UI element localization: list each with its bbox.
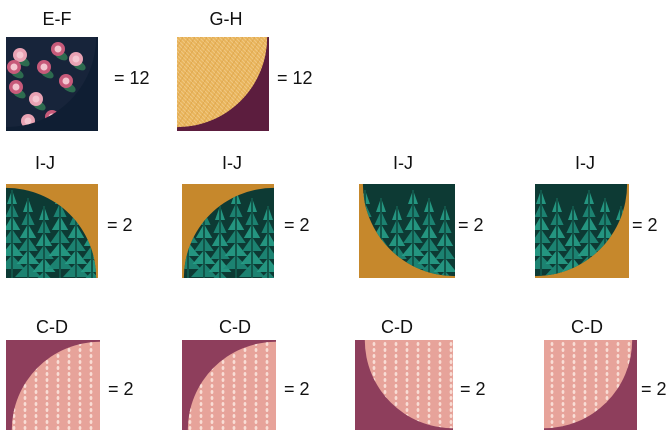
quarter-circle (535, 184, 628, 277)
block-label: E-F (42, 9, 72, 29)
quilt-block (6, 37, 98, 131)
block-count: = 2 (460, 379, 486, 399)
block-label: C-D (571, 317, 603, 337)
block-label: G-H (209, 9, 243, 29)
block-count: = 2 (107, 215, 133, 235)
block-count: = 12 (114, 68, 150, 88)
quilt-block (359, 184, 455, 278)
quarter-circle (177, 37, 268, 128)
quilt-block (182, 184, 274, 278)
block-label: I-J (35, 153, 55, 173)
block-count: = 2 (108, 379, 134, 399)
block-count: = 12 (277, 68, 313, 88)
quilt-block (544, 340, 637, 430)
block-count: = 2 (632, 215, 658, 235)
block-count: = 2 (641, 379, 667, 399)
quilt-block (355, 340, 453, 430)
quilt-block (182, 340, 276, 430)
quilt-block (535, 184, 629, 278)
quilt-block (6, 184, 98, 278)
block-count: = 2 (284, 379, 310, 399)
block-label: C-D (36, 317, 68, 337)
block-count: = 2 (284, 215, 310, 235)
block-label: C-D (381, 317, 413, 337)
quarter-circle (6, 37, 97, 128)
quilt-block (6, 340, 100, 430)
block-count: = 2 (458, 215, 484, 235)
block-label: C-D (219, 317, 251, 337)
quilt-block (177, 37, 269, 131)
block-label: I-J (575, 153, 595, 173)
block-label: I-J (222, 153, 242, 173)
block-label: I-J (393, 153, 413, 173)
